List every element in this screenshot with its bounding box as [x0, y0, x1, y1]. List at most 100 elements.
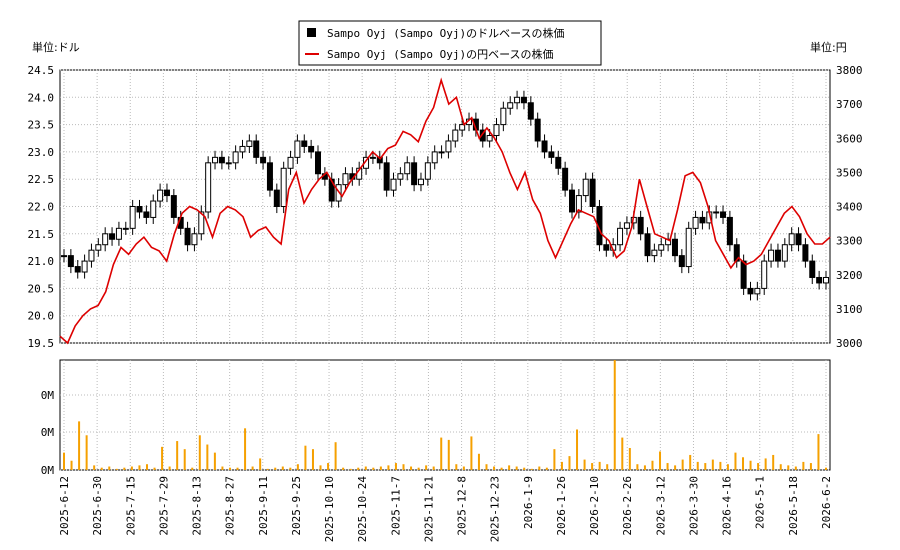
candle-body	[232, 151, 239, 164]
volume-bar	[726, 464, 729, 470]
candle-body	[315, 151, 321, 175]
legend-label-usd: Sampo Oyj (Sampo Oyj)のドルベースの株価	[327, 26, 565, 40]
candle-body	[569, 189, 575, 213]
volume-bar	[757, 463, 760, 470]
candle-body	[308, 145, 315, 153]
candle-body	[781, 244, 788, 262]
right-tick-label: 3300	[836, 235, 863, 248]
volume-bar	[779, 464, 782, 470]
candle-body	[88, 249, 95, 262]
candle-body	[637, 216, 644, 235]
candle-body	[548, 151, 555, 158]
volume-bar	[508, 465, 511, 470]
volume-bar	[530, 468, 533, 470]
volume-tick-label: 0M	[41, 464, 55, 477]
candle-body	[452, 129, 459, 142]
volume-bar	[485, 464, 488, 470]
candle-body	[445, 140, 452, 153]
legend-label-jpy: Sampo Oyj (Sampo Oyj)の円ベースの株価	[327, 47, 554, 61]
candle-body	[575, 195, 582, 213]
x-tick-label: 2026-3-12	[654, 476, 667, 536]
x-tick-label: 2026-1-26	[555, 476, 568, 536]
candle-body	[157, 189, 164, 202]
candle-body	[170, 195, 177, 218]
candle-body	[795, 233, 802, 246]
volume-bar	[191, 467, 194, 470]
candle-body	[747, 287, 754, 295]
volume-bar	[794, 466, 797, 470]
candle-body	[534, 118, 541, 142]
right-unit-label: 単位:円	[810, 40, 847, 54]
volume-panel: 0M 0M 0M	[41, 359, 831, 477]
candle-body	[397, 173, 404, 180]
candle-body	[369, 156, 376, 159]
x-tick-label: 2025-11-21	[422, 476, 435, 542]
legend-swatch-usd	[307, 28, 316, 37]
candle-body	[713, 211, 720, 214]
x-tick-label: 2025-9-11	[257, 476, 270, 536]
price-panel: 19.5 20.0 20.5 21.0 21.5 22.0 22.5 23.0 23.5 24.0…	[28, 64, 863, 350]
volume-bar	[651, 460, 654, 470]
candle-body	[198, 211, 205, 235]
volume-bar	[372, 467, 375, 470]
volume-bar	[583, 459, 586, 470]
volume-bar	[410, 466, 413, 470]
volume-bar	[417, 467, 420, 470]
volume-bar	[817, 434, 820, 470]
volume-bar	[455, 464, 458, 470]
volume-tick-label: 0M	[41, 426, 55, 439]
volume-bar	[63, 452, 65, 470]
candle-body	[225, 162, 232, 165]
volume-bar	[379, 466, 382, 470]
candle-body	[218, 156, 225, 164]
candle-body	[514, 96, 521, 104]
volume-bar	[266, 468, 269, 470]
candle-body	[809, 260, 816, 278]
x-tick-label: 2025-6-12	[58, 476, 71, 536]
x-tick-label: 2025-8-27	[224, 476, 237, 536]
volume-bar	[327, 463, 330, 470]
candle-body	[143, 211, 150, 218]
left-unit-label: 単位:ドル	[32, 40, 80, 54]
candle-body	[74, 266, 81, 273]
x-tick-label: 2025-10-24	[356, 476, 369, 543]
candle-body	[623, 222, 630, 229]
volume-bar	[228, 467, 231, 470]
candle-body	[720, 211, 727, 218]
left-tick-label: 22.5	[28, 173, 55, 186]
candle-body	[342, 173, 349, 186]
volume-bar	[749, 460, 752, 470]
volume-bar	[259, 458, 262, 470]
volume-bar	[666, 463, 669, 470]
volume-bar	[364, 466, 367, 470]
volume-bar	[764, 458, 767, 470]
volume-bar	[742, 457, 745, 470]
x-tick-label: 2026-3-30	[687, 476, 700, 536]
volume-bar	[145, 464, 148, 470]
volume-bar	[274, 467, 277, 470]
volume-bar	[281, 466, 284, 470]
volume-bar	[613, 360, 616, 470]
x-tick-label: 2025-6-30	[91, 476, 104, 536]
candle-body	[122, 227, 129, 230]
candle-body	[699, 216, 706, 224]
volume-bar	[221, 466, 224, 470]
candle-body	[740, 260, 747, 289]
volume-bar	[515, 466, 518, 470]
volume-bar	[153, 467, 156, 470]
volume-bar	[342, 467, 345, 470]
candle-body	[67, 255, 74, 268]
candle-body	[651, 249, 658, 257]
candle-body	[328, 178, 335, 202]
volume-bar	[606, 464, 609, 470]
candle-body	[205, 162, 212, 213]
candle-body	[246, 140, 253, 147]
candle-body	[617, 227, 624, 246]
x-tick-label: 2026-6-2	[820, 476, 833, 529]
jpy-price-line	[59, 77, 831, 345]
volume-bar	[70, 460, 73, 470]
x-tick-label: 2026-4-16	[721, 476, 734, 536]
candle-body	[603, 244, 610, 251]
right-tick-label: 3600	[836, 132, 863, 145]
candle-body	[459, 124, 466, 131]
